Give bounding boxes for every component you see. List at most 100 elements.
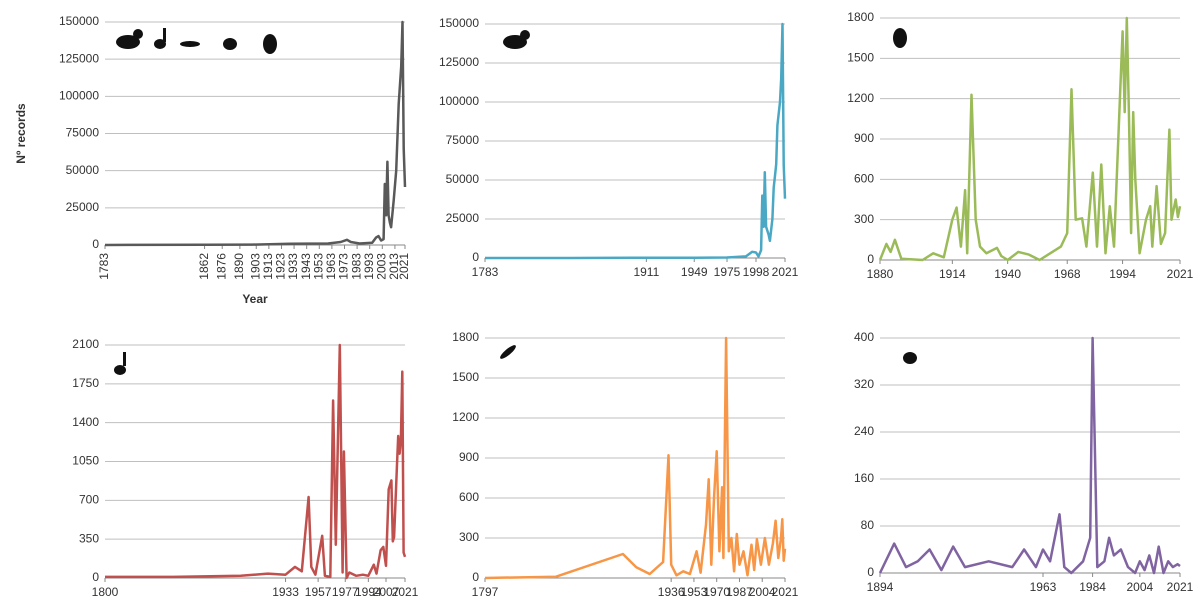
x-tick-label: 1943 [299, 253, 313, 280]
panel: 0 25000 50000 75000 100000 125000 150000 1783 18… [14, 14, 411, 306]
y-tick-label: 900 [854, 131, 874, 145]
x-tick-label: 1949 [681, 265, 708, 279]
x-tick-label: 2021 [1167, 580, 1194, 594]
x-tick-label: 1890 [232, 253, 246, 280]
y-tick-label: 25000 [446, 211, 480, 225]
x-tick-label: 1903 [248, 253, 262, 280]
y-tick-label: 600 [459, 490, 479, 504]
y-tick-label: 100000 [59, 89, 99, 103]
y-tick-label: 0 [472, 250, 479, 264]
x-tick-label: 2021 [1167, 267, 1194, 281]
y-tick-label: 0 [867, 252, 874, 266]
x-tick-label: 1783 [472, 265, 499, 279]
y-tick-label: 1800 [452, 330, 479, 344]
y-tick-label: 700 [79, 493, 99, 507]
data-line [105, 343, 407, 580]
panel: 0 25000 50000 75000 100000 125000 150000 1783 19… [439, 16, 799, 279]
y-tick-label: 0 [92, 237, 99, 251]
x-tick-label: 2021 [772, 585, 799, 599]
y-tick-label: 1050 [72, 454, 99, 468]
x-tick-label: 1783 [97, 253, 111, 280]
x-tick-label: 1953 [681, 585, 708, 599]
y-tick-label: 75000 [66, 126, 100, 140]
x-tick-label: 2021 [397, 253, 411, 280]
panel: 0 80 160 240 320 400 1894 1963 1984 2004 2021 [854, 330, 1194, 594]
y-tick-label: 125000 [59, 51, 99, 65]
x-tick-label: 1862 [197, 253, 211, 280]
y-tick-label: 1400 [72, 415, 99, 429]
y-tick-label: 320 [854, 377, 874, 391]
y-tick-label: 1200 [452, 410, 479, 424]
y-tick-label: 1200 [847, 91, 874, 105]
data-line [104, 20, 407, 247]
x-tick-label: 1994 [1109, 267, 1136, 281]
x-tick-label: 1933 [272, 585, 299, 599]
x-tick-label: 1800 [92, 585, 119, 599]
y-axis-label: Nº records [14, 103, 28, 164]
x-tick-label: 1977 [332, 585, 359, 599]
x-tick-label: 1998 [743, 265, 770, 279]
x-tick-label: 1936 [658, 585, 685, 599]
x-tick-label: 2004 [1126, 580, 1153, 594]
x-tick-label: 1913 [261, 253, 275, 280]
x-tick-label: 1797 [472, 585, 499, 599]
x-tick-label: 2021 [772, 265, 799, 279]
x-tick-label: 1940 [994, 267, 1021, 281]
x-tick-label: 2004 [749, 585, 776, 599]
x-tick-label: 1968 [1054, 267, 1081, 281]
x-tick-label: 1911 [633, 265, 659, 279]
x-tick-label: 1876 [214, 253, 228, 280]
y-tick-label: 300 [459, 530, 479, 544]
data-line [484, 336, 787, 580]
x-tick-label: 2003 [374, 253, 388, 280]
y-tick-label: 160 [854, 471, 874, 485]
x-tick-label: 1975 [714, 265, 741, 279]
x-tick-label: 1963 [1030, 580, 1057, 594]
y-tick-label: 240 [854, 424, 874, 438]
y-tick-label: 1500 [847, 51, 874, 65]
panel: 0 300 600 900 1200 1500 1800 1880 1914 1940 1968 19… [847, 10, 1193, 281]
x-tick-label: 2021 [392, 585, 419, 599]
y-tick-label: 50000 [446, 172, 480, 186]
y-tick-label: 2100 [72, 337, 99, 351]
x-tick-label: 1953 [311, 253, 325, 280]
y-tick-label: 125000 [439, 55, 479, 69]
x-tick-label: 2007 [373, 585, 400, 599]
data-line [878, 336, 1181, 575]
y-tick-label: 600 [854, 172, 874, 186]
x-tick-label: 1983 [349, 253, 363, 280]
y-tick-label: 0 [867, 565, 874, 579]
y-tick-label: 150000 [439, 16, 479, 30]
x-tick-label: 1957 [305, 585, 332, 599]
y-tick-label: 150000 [59, 14, 99, 28]
y-tick-label: 25000 [66, 200, 100, 214]
y-tick-label: 75000 [446, 133, 480, 147]
y-tick-label: 100000 [439, 94, 479, 108]
x-tick-label: 1923 [274, 253, 288, 280]
panel: 0 350 700 1050 1400 1750 2100 1800 1933 1957 19771… [72, 337, 418, 599]
x-tick-label: 2013 [387, 253, 401, 280]
y-tick-label: 1800 [847, 10, 874, 24]
x-tick-label: 1933 [286, 253, 300, 280]
x-tick-label: 1987 [726, 585, 753, 599]
data-line [878, 16, 1182, 262]
y-tick-label: 80 [861, 518, 875, 532]
x-axis-label: Year [242, 292, 268, 306]
x-tick-label: 1973 [337, 253, 351, 280]
y-tick-label: 1500 [452, 370, 479, 384]
x-tick-label: 1993 [362, 253, 376, 280]
y-tick-label: 0 [92, 570, 99, 584]
x-tick-label: 1914 [939, 267, 966, 281]
x-tick-label: 1963 [324, 253, 338, 280]
x-tick-label: 1984 [1079, 580, 1106, 594]
y-tick-label: 400 [854, 330, 874, 344]
data-line [485, 22, 787, 260]
y-tick-label: 900 [459, 450, 479, 464]
animal-icons [114, 28, 917, 375]
y-tick-label: 350 [79, 531, 99, 545]
y-tick-label: 0 [472, 570, 479, 584]
y-tick-label: 1750 [72, 376, 99, 390]
x-tick-label: 1894 [867, 580, 894, 594]
x-tick-label: 1994 [355, 585, 382, 599]
